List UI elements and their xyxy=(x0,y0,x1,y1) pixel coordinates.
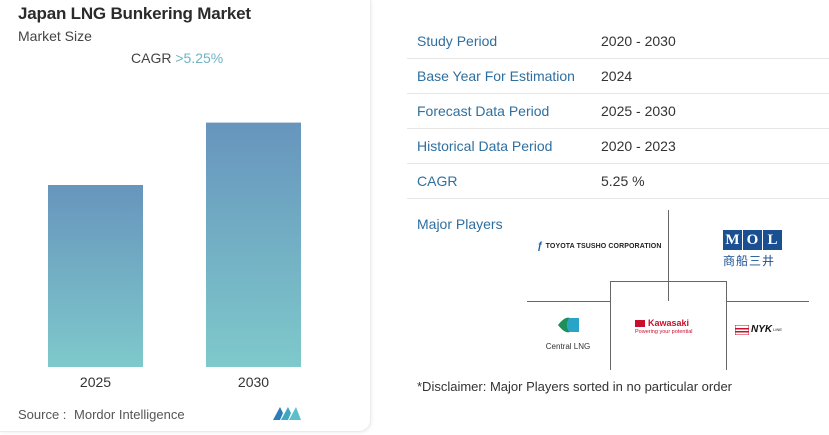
toyota-tsusho-logo: ƒ TOYOTA TSUSHO CORPORATION xyxy=(537,241,661,252)
kawasaki-mark-icon xyxy=(635,319,645,327)
x-tick-label: 2030 xyxy=(238,374,269,390)
info-row-base-year: Base Year For Estimation 2024 xyxy=(407,59,829,94)
central-lng-mark-icon xyxy=(558,317,579,333)
disclaimer: *Disclaimer: Major Players sorted in no … xyxy=(417,379,733,394)
grid-divider xyxy=(726,301,809,302)
grid-divider xyxy=(527,301,610,302)
grid-divider xyxy=(726,281,727,370)
central-lng-name: Central LNG xyxy=(545,342,591,351)
info-row-forecast-period: Forecast Data Period 2025 - 2030 xyxy=(407,94,829,129)
nyk-name: NYK xyxy=(751,324,773,335)
bar-2025 xyxy=(48,185,143,367)
nyk-line-logo: NYK LINE xyxy=(735,324,782,335)
players-grid xyxy=(527,210,827,370)
mordor-logo-icon xyxy=(273,407,301,420)
chart-subtitle: Market Size xyxy=(18,28,92,44)
info-label: Historical Data Period xyxy=(417,138,553,154)
info-value: 2025 - 2030 xyxy=(601,103,676,119)
mol-letter: M xyxy=(723,230,742,250)
info-label: Base Year For Estimation xyxy=(417,68,575,84)
grid-divider xyxy=(610,281,611,370)
x-tick-label: 2025 xyxy=(80,374,111,390)
bar-chart: 2025 2030 xyxy=(48,122,301,390)
chart-title: Japan LNG Bunkering Market xyxy=(18,4,251,23)
cagr-label: CAGR xyxy=(131,50,172,66)
info-row-study-period: Study Period 2020 - 2030 xyxy=(407,24,829,59)
info-value: 2024 xyxy=(601,68,633,84)
nyk-line-text: LINE xyxy=(773,327,783,332)
market-size-card: Japan LNG Bunkering Market Market Size C… xyxy=(0,0,371,432)
source-label: Source : xyxy=(18,407,67,422)
info-row-historical-period: Historical Data Period 2020 - 2023 xyxy=(407,129,829,164)
info-label: CAGR xyxy=(417,173,458,189)
toyota-name: TOYOTA TSUSHO CORPORATION xyxy=(545,243,662,250)
nyk-flag-icon xyxy=(735,324,749,335)
info-value: 2020 - 2030 xyxy=(601,33,676,49)
cagr-summary: CAGR >5.25% xyxy=(131,50,223,66)
info-row-cagr: CAGR 5.25 % xyxy=(407,164,829,199)
info-label: Forecast Data Period xyxy=(417,103,550,119)
kawasaki-name: Kawasaki xyxy=(648,318,690,328)
mol-logo: M O L 商船三井 xyxy=(723,230,783,269)
info-value: 2020 - 2023 xyxy=(601,138,676,154)
source-note: Source : Mordor Intelligence xyxy=(18,407,185,422)
mol-letter: O xyxy=(743,230,762,250)
cagr-value: >5.25% xyxy=(175,50,224,66)
central-lng-logo: Central LNG xyxy=(541,316,595,351)
mol-letter: L xyxy=(763,230,782,250)
info-value: 5.25 % xyxy=(601,173,645,189)
source-name: Mordor Intelligence xyxy=(74,407,185,422)
info-label: Study Period xyxy=(417,33,498,49)
major-players-title: Major Players xyxy=(417,216,503,232)
kawasaki-logo: Kawasaki Powering your potential xyxy=(635,318,692,335)
toyota-mark-icon: ƒ xyxy=(537,241,543,252)
mol-kanji: 商船三井 xyxy=(723,254,776,268)
grid-divider xyxy=(610,281,727,282)
market-info-table: Study Period 2020 - 2030 Base Year For E… xyxy=(407,24,829,199)
kawasaki-tagline: Powering your potential xyxy=(635,329,693,335)
bar-2030 xyxy=(206,122,301,367)
grid-divider xyxy=(668,210,669,301)
